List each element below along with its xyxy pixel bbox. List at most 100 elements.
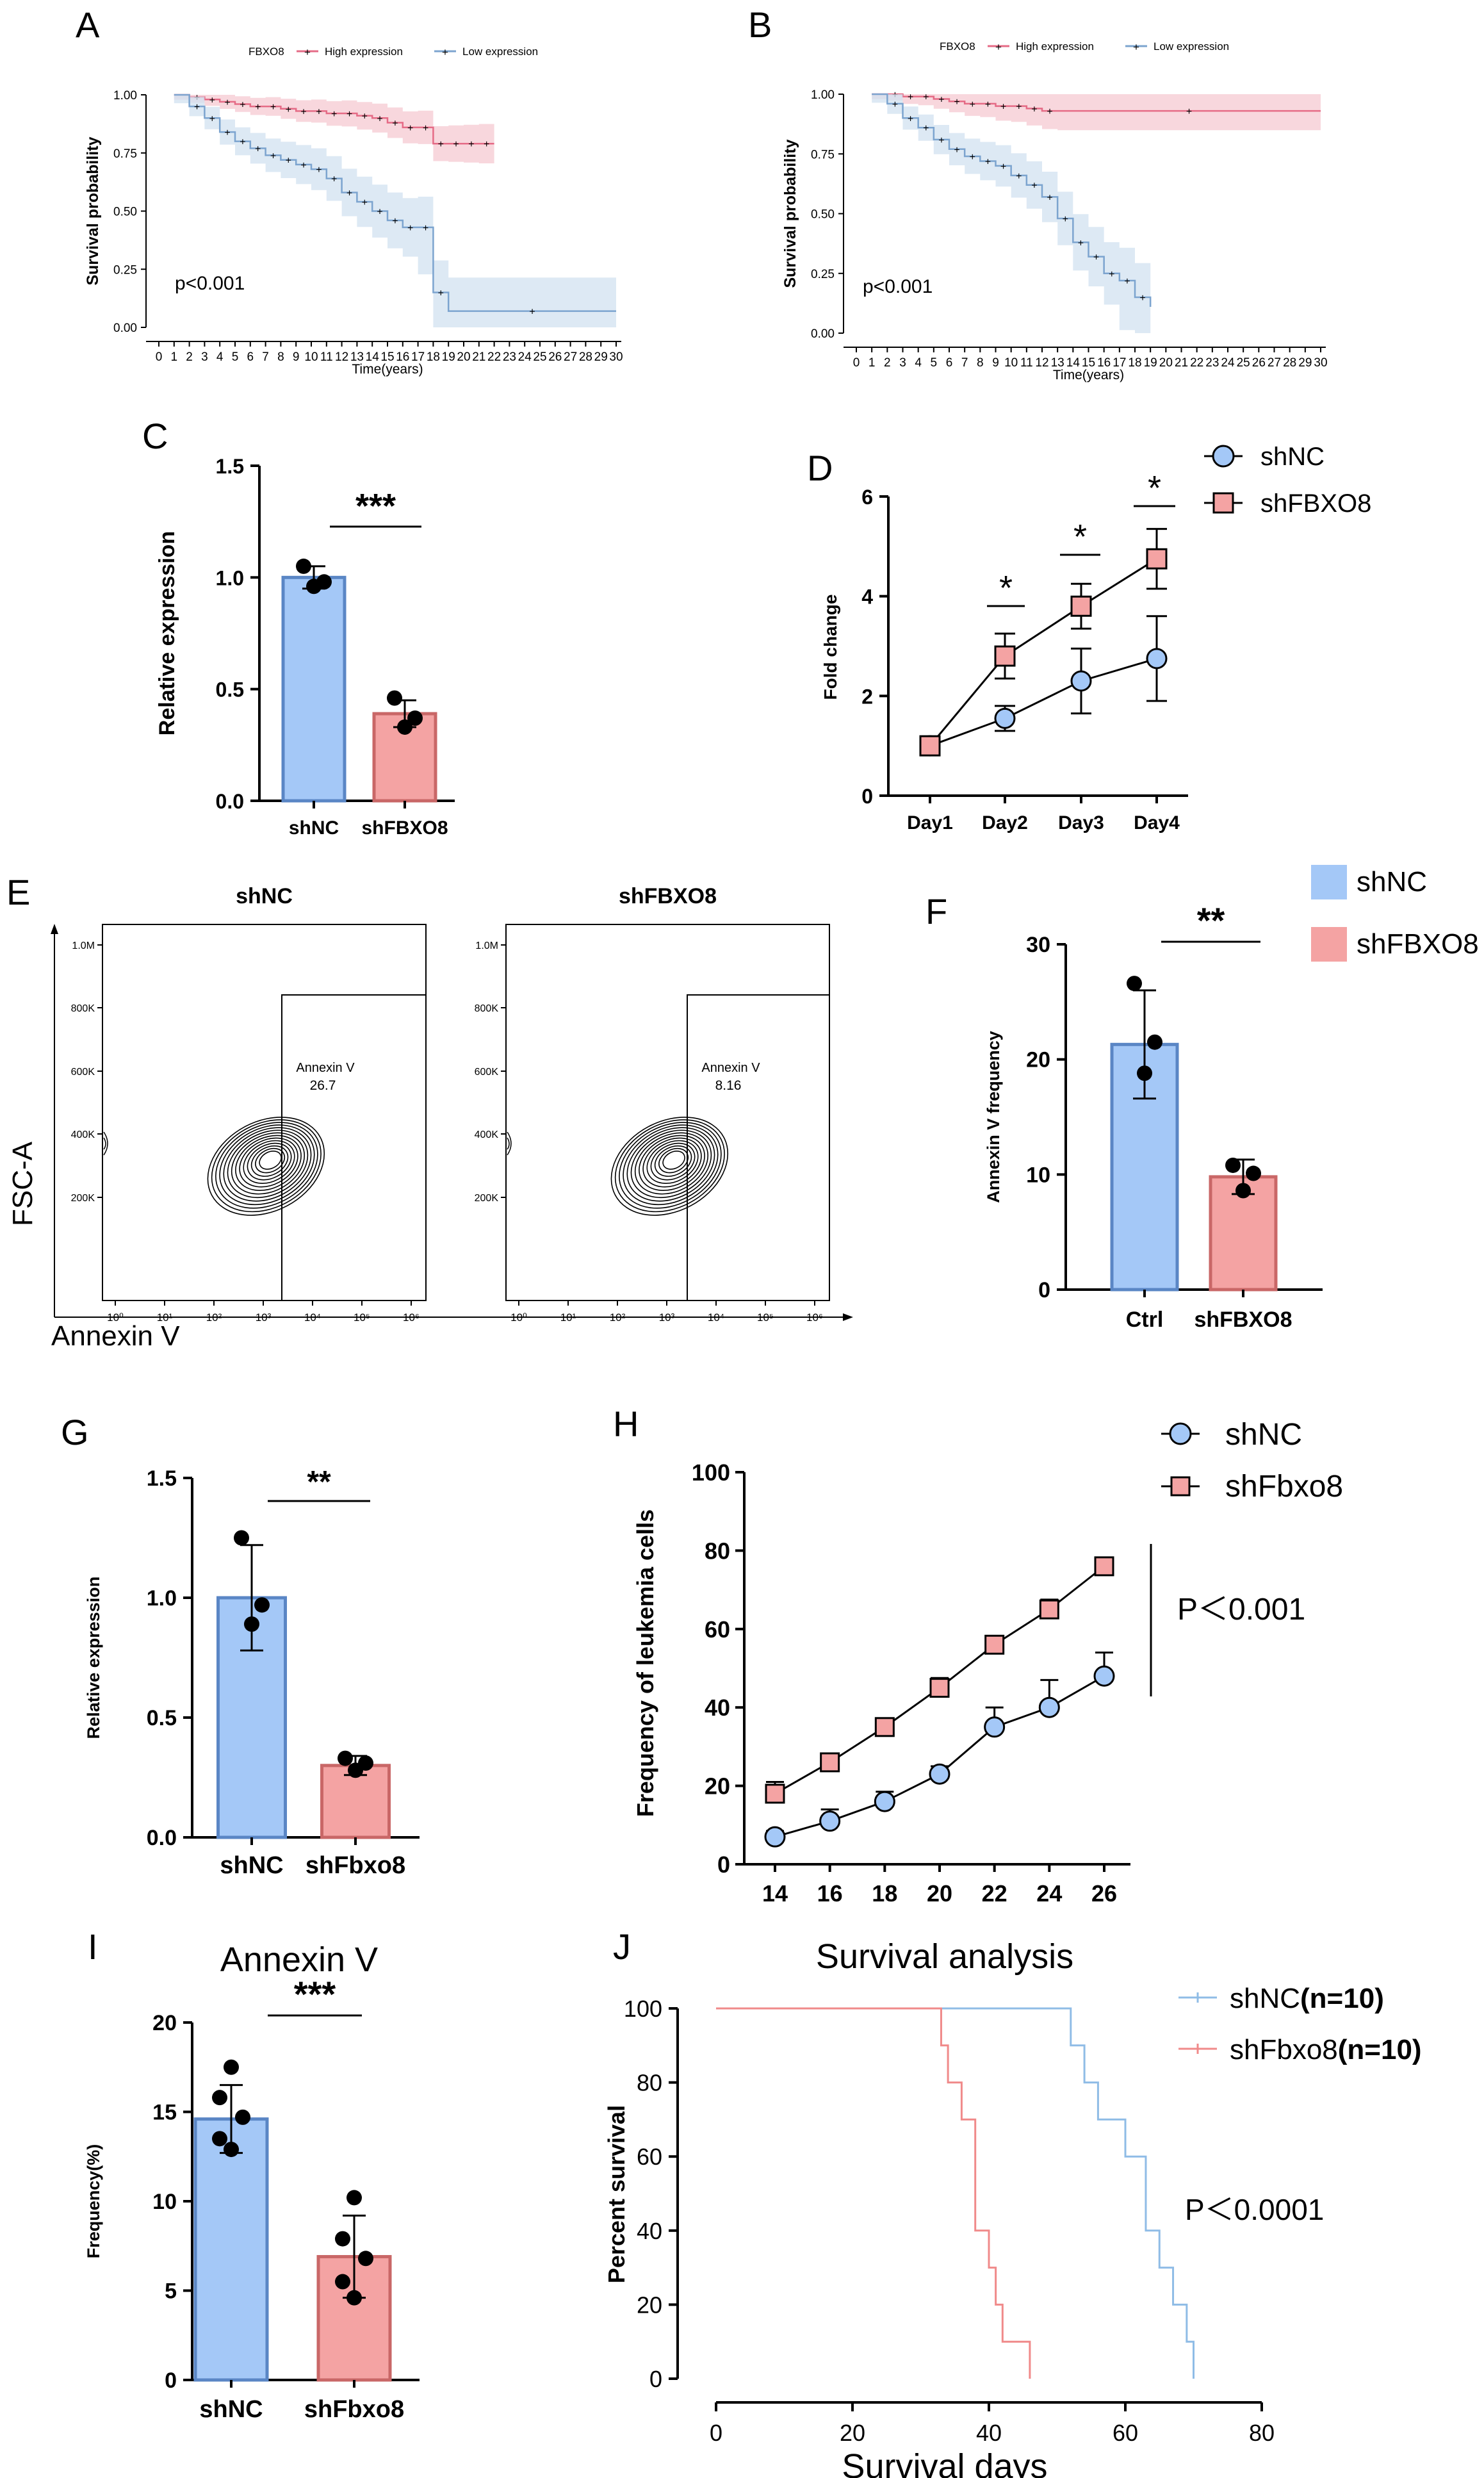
y-axis-title: Survival probability (84, 136, 102, 285)
x-tick-label: shNC (220, 1852, 283, 1879)
x-tick-label: 4 (216, 350, 224, 364)
x-tick-label: 14 (366, 350, 380, 364)
y-tick-label: 600K (475, 1067, 499, 1078)
y-tick-label: 20 (1026, 1048, 1050, 1072)
x-tick-label: 7 (961, 356, 968, 370)
km-censor-mark: + (407, 123, 413, 134)
legend-marker (1169, 1422, 1192, 1445)
data-point-shfbxo8 (1070, 595, 1092, 617)
contour-ring (255, 1147, 286, 1174)
y-tick-label: 0.0 (216, 790, 244, 813)
km-censor-mark: + (1093, 252, 1099, 263)
line-panel-H: 0 20 40 60 80 100 14 16 18 20 22 24 26 Frequency of l… (632, 1418, 1343, 1907)
y-axis-title: Frequency of leukemia cells (632, 1509, 658, 1817)
panel-label-D: D (807, 448, 833, 488)
gate-value: 26.7 (310, 1078, 336, 1093)
x-tick-label: 24 (518, 350, 532, 364)
y-tick-label: 1.5 (147, 1466, 177, 1491)
contour-ring (211, 1119, 322, 1213)
legend-marker: + (1133, 41, 1139, 53)
chart-title: Annexin V (220, 1941, 378, 1979)
data-point (1127, 976, 1142, 992)
y-tick-label: 1.0 (216, 566, 244, 589)
y-tick-label: 200K (475, 1193, 499, 1204)
km-censor-mark: + (300, 106, 306, 117)
y-tick-label: 800K (71, 1003, 95, 1014)
x-tick-label: 17 (411, 350, 425, 364)
x-axis-title: Survival days (842, 2447, 1047, 2478)
contour-ring (239, 1137, 298, 1188)
series-line-shnc (929, 657, 1157, 747)
x-tick-label: 15 (1082, 356, 1095, 370)
km-censor-mark: + (923, 123, 929, 134)
y-tick-label: 60 (705, 1616, 730, 1643)
legend-entry: shFbxo8(n=10) (1230, 2034, 1422, 2065)
y-tick-label: 0 (1038, 1278, 1050, 1302)
km-censor-mark: + (392, 119, 398, 129)
bar-shnc (281, 575, 347, 803)
x-tick-label: 6 (247, 350, 254, 364)
km-censor-mark: + (1031, 104, 1037, 115)
x-tick-label: 20 (927, 1880, 952, 1907)
km-censor-mark: + (1078, 238, 1084, 249)
contour-ring (639, 1135, 705, 1192)
x-tick-label: Ctrl (1126, 1308, 1164, 1332)
charts: FBXO8 + High expression + Low expression + + + +… (7, 40, 1479, 2478)
x-tick-label: 20 (1159, 356, 1173, 370)
km-censor-mark: + (377, 113, 382, 124)
y-tick-label: 0.50 (113, 206, 137, 219)
km-censor-mark: + (529, 307, 535, 318)
x-tick-label: 13 (350, 350, 364, 364)
bar-panel-G: 0.0 0.5 1.0 1.5 shNC shFbxo8 ** Relative expres… (84, 1465, 420, 1879)
legend-F: shNC shFBXO8 (1311, 865, 1479, 962)
km-censor-mark: + (1000, 102, 1006, 113)
data-point (407, 710, 423, 726)
arrow-head (51, 924, 58, 934)
x-tick-label: 29 (1298, 356, 1312, 370)
y-axis-title: Annexin V frequency (984, 1031, 1003, 1203)
x-tick-label: 23 (503, 350, 516, 364)
data-point-shnc (819, 1810, 841, 1832)
x-tick-label: 20 (457, 350, 470, 364)
x-tick-label: 21 (1175, 356, 1188, 370)
km-ci-band (174, 95, 494, 165)
bar-shnc (193, 2117, 269, 2382)
y-tick-label: 2 (861, 685, 873, 708)
x-tick-label: 2 (186, 350, 193, 364)
plot-frame (102, 924, 427, 1301)
panel-label-I: I (88, 1926, 98, 1967)
km-censor-mark: + (270, 102, 276, 113)
km-censor-mark: + (316, 106, 322, 117)
x-tick-label: Day2 (982, 812, 1028, 833)
x-tick-label: 27 (1268, 356, 1281, 370)
km-censor-mark: + (938, 135, 944, 146)
km-curve-high-expression (872, 93, 1321, 112)
y-tick-label: 6 (861, 486, 873, 509)
x-tick-label: 0 (853, 356, 860, 370)
x-tick-label: 22 (487, 350, 501, 364)
km-censor-mark: + (240, 137, 245, 148)
panel-label-F: F (925, 891, 947, 931)
y-axis-title: FSC-A (7, 1141, 38, 1226)
x-tick-label: 0 (710, 2420, 722, 2446)
y-tick-label: 40 (705, 1694, 730, 1721)
data-point (387, 690, 402, 706)
km-censor-mark: + (892, 99, 898, 110)
contour-ring (646, 1140, 699, 1184)
significance-stars: *** (355, 487, 396, 525)
km-censor-mark: + (1124, 276, 1130, 287)
contour-ring (634, 1132, 709, 1195)
y-tick-label: 20 (705, 1773, 730, 1800)
x-tick-label: 5 (232, 350, 239, 364)
data-point (1235, 1183, 1251, 1199)
y-tick-label: 0 (861, 785, 873, 808)
x-tick-label: Day1 (907, 812, 953, 833)
y-tick-label: 0.25 (811, 268, 835, 281)
km-censor-mark: + (468, 139, 474, 150)
x-tick-label: shFbxo8 (304, 2396, 404, 2423)
contour-ring (662, 1151, 685, 1170)
panel-label-E: E (6, 872, 30, 912)
legend-entry: shNC (1260, 443, 1325, 471)
data-point-shnc (874, 1791, 895, 1812)
